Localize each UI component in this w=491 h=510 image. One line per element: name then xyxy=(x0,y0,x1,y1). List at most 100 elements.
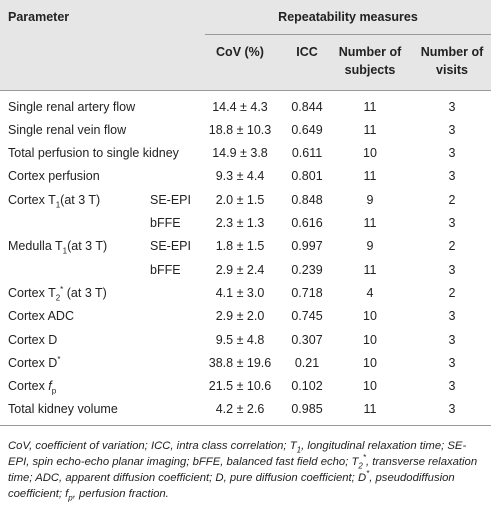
row-parameter: Cortex fp xyxy=(8,379,57,396)
row-cell: 2 xyxy=(448,285,456,300)
row-cell: 2 xyxy=(448,239,456,254)
text-segment: (at 3 T) xyxy=(63,285,107,300)
row-cell: 3 xyxy=(448,309,456,324)
row-cell: 3 xyxy=(448,332,456,347)
row-cell: 0.239 xyxy=(291,262,323,277)
row-cell: 4 xyxy=(366,285,374,300)
row-parameter: Cortex perfusion xyxy=(8,169,100,184)
row-cell: 11 xyxy=(363,402,377,417)
row-parameter: Cortex D* xyxy=(8,355,60,371)
row-cell: 10 xyxy=(363,146,377,161)
text-segment: (at 3 T) xyxy=(67,239,108,254)
text-segment: 1 xyxy=(55,200,61,210)
row-cell: 2.3 ± 1.3 xyxy=(215,216,265,230)
row-cell: 14.4 ± 4.3 xyxy=(212,99,268,114)
row-method: bFFE xyxy=(150,262,181,277)
row-cell: 3 xyxy=(448,379,456,394)
row-parameter: Medulla T1(at 3 T) xyxy=(8,239,108,256)
row-cell: 0.616 xyxy=(291,216,323,230)
text-segment: (at 3 T) xyxy=(60,192,101,207)
row-method: SE-EPI xyxy=(150,192,191,207)
row-cell: 0.801 xyxy=(291,169,323,184)
row-cell: 2.0 ± 1.5 xyxy=(215,192,265,207)
text-segment: Total kidney volume xyxy=(8,402,118,417)
text-segment: , pseudodiffusion coefficient; f xyxy=(8,472,455,500)
text-segment: Cortex T xyxy=(8,192,56,207)
row-cell: 4.1 ± 3.0 xyxy=(215,285,265,300)
row-cell: 11 xyxy=(363,122,377,137)
text-segment: 2 xyxy=(55,293,61,303)
row-cell: 2.9 ± 2.0 xyxy=(215,309,265,324)
row-cell: 0.848 xyxy=(291,192,323,207)
row-cell: 0.611 xyxy=(291,146,323,161)
text-segment: Cortex D xyxy=(8,332,58,347)
text-segment: 1 xyxy=(296,445,302,455)
text-segment: p xyxy=(68,493,73,503)
group-rule xyxy=(205,34,491,35)
row-cell: 3 xyxy=(448,355,456,370)
text-segment: Single renal artery flow xyxy=(8,99,136,114)
row-cell: 11 xyxy=(363,216,377,230)
row-cell: 0.844 xyxy=(291,99,323,114)
row-cell: 2 xyxy=(448,192,456,207)
row-cell: 14.9 ± 3.8 xyxy=(212,146,268,161)
row-cell: 3 xyxy=(448,99,456,114)
row-cell: 9.3 ± 4.4 xyxy=(215,169,265,184)
row-parameter: Cortex D xyxy=(8,333,57,348)
text-segment: p xyxy=(51,386,57,396)
row-parameter: Cortex T2* (at 3 T) xyxy=(8,284,107,303)
row-parameter: Single renal vein flow xyxy=(8,123,126,138)
row-cell: 9 xyxy=(366,239,374,254)
row-cell: 0.102 xyxy=(291,379,323,394)
text-segment: Single renal vein flow xyxy=(8,122,127,137)
text-segment: * xyxy=(60,284,64,294)
row-cell: 3 xyxy=(448,169,456,184)
row-parameter: Total kidney volume xyxy=(8,402,118,417)
row-cell: 10 xyxy=(363,309,377,324)
column-header: CoV (%) xyxy=(216,45,264,59)
row-cell: 11 xyxy=(363,262,377,277)
row-method: bFFE xyxy=(150,216,181,230)
row-cell: 3 xyxy=(448,122,456,137)
row-cell: 0.997 xyxy=(291,239,323,254)
row-cell: 3 xyxy=(448,216,456,230)
text-segment: 2 xyxy=(358,461,363,471)
header-background xyxy=(0,0,491,90)
row-cell: 0.21 xyxy=(294,355,320,370)
row-cell: 0.985 xyxy=(291,402,323,417)
text-segment: 1 xyxy=(62,246,68,256)
row-cell: 10 xyxy=(363,332,377,347)
text-segment: Medulla T xyxy=(8,239,63,254)
text-segment: Cortex T xyxy=(8,285,56,300)
text-segment: f xyxy=(48,379,52,394)
row-parameter: Single renal artery flow xyxy=(8,100,135,115)
row-cell: 9.5 ± 4.8 xyxy=(215,332,265,347)
text-segment: CoV, coefficient of variation; ICC, intr… xyxy=(8,440,297,452)
text-segment: Cortex xyxy=(8,379,49,394)
text-segment: Total perfusion to single kidney xyxy=(8,146,179,161)
row-cell: 4.2 ± 2.6 xyxy=(215,402,265,417)
row-cell: 11 xyxy=(363,169,377,184)
row-parameter: Total perfusion to single kidney xyxy=(8,146,179,161)
row-cell: 0.649 xyxy=(291,122,323,137)
text-segment: * xyxy=(366,469,370,479)
row-method: SE-EPI xyxy=(150,239,191,254)
header-group: Repeatability measures xyxy=(278,10,418,24)
row-cell: 11 xyxy=(363,99,377,114)
row-cell: 3 xyxy=(448,146,456,161)
footnote: CoV, coefficient of variation; ICC, intr… xyxy=(8,438,486,502)
row-cell: 0.718 xyxy=(291,285,323,300)
header-parameter: Parameter xyxy=(8,10,70,24)
row-parameter: Cortex ADC xyxy=(8,309,74,324)
row-cell: 0.745 xyxy=(291,309,323,324)
row-parameter: Cortex T1(at 3 T) xyxy=(8,192,101,210)
text-segment: Cortex D xyxy=(8,355,58,370)
column-header: Number of visits xyxy=(420,45,484,77)
text-segment: , longitudinal relaxation time; SE-EPI, … xyxy=(8,440,467,468)
row-cell: 18.8 ± 10.3 xyxy=(208,122,272,137)
row-cell: 9 xyxy=(366,192,374,207)
header-rule xyxy=(0,90,491,91)
column-header: Number of subjects xyxy=(338,45,402,77)
text-segment: , perfusion fraction. xyxy=(72,488,169,500)
